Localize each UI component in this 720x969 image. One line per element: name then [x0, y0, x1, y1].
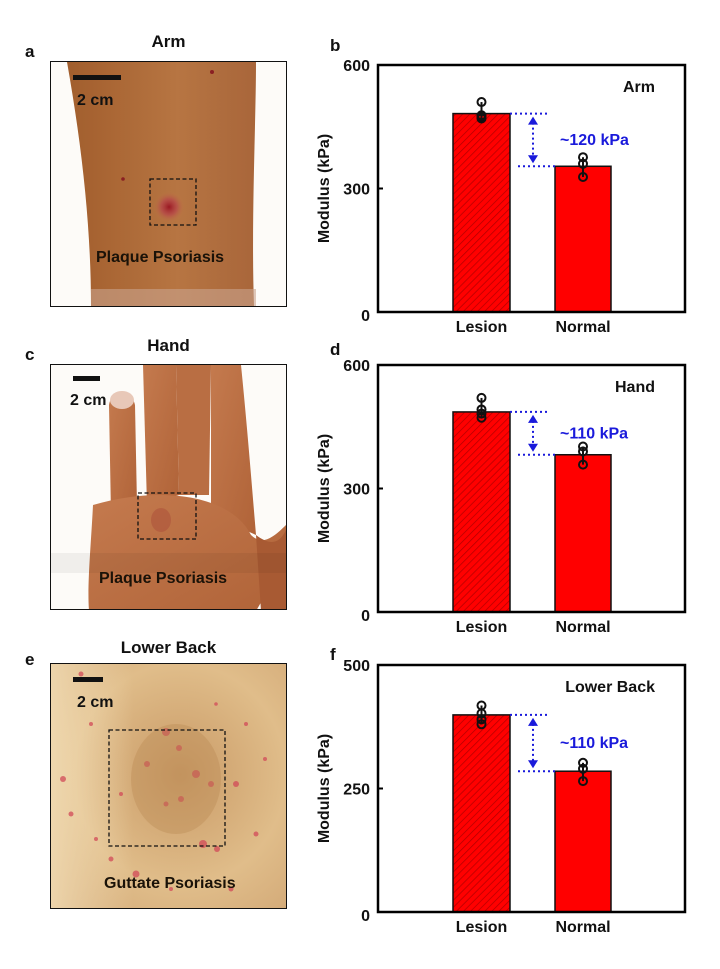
bar-lesion — [452, 714, 511, 913]
y-tick-label: 0 — [361, 908, 370, 925]
arrow-up-icon — [528, 414, 538, 423]
bar-lesion — [452, 411, 511, 613]
photo-lower-back: 2 cm Guttate Psoriasis — [50, 663, 287, 909]
condition-label: Guttate Psoriasis — [104, 875, 236, 892]
data-point — [578, 441, 588, 452]
data-point — [578, 152, 588, 163]
plot-frame — [376, 663, 687, 914]
data-point — [476, 97, 487, 108]
scale-bar — [73, 376, 100, 381]
arrow-up-icon — [528, 116, 538, 125]
y-tick-label: 300 — [343, 482, 370, 499]
x-tick-label: Normal — [555, 919, 610, 936]
data-point — [476, 412, 487, 423]
panel-letter-c: c — [25, 345, 35, 364]
chart-hand: Lesion Normal 0 300 600 Modulus (kPa) Hand ~110… — [316, 358, 687, 636]
data-point — [476, 719, 487, 730]
data-point — [476, 408, 487, 419]
chart-title: Lower Back — [565, 679, 655, 696]
x-tick-label: Lesion — [456, 919, 508, 936]
chart-title: Arm — [623, 79, 655, 96]
y-tick-label: 600 — [343, 58, 370, 75]
panel-letter-a: a — [25, 42, 35, 61]
bar-normal — [554, 453, 612, 613]
difference-annotation: ~120 kPa — [560, 132, 629, 149]
x-tick-label: Lesion — [456, 619, 508, 636]
photo-arm: 2 cm Plaque Psoriasis — [50, 61, 287, 307]
arm-image: 2 cm Plaque Psoriasis — [51, 62, 286, 306]
y-tick-label: 0 — [361, 308, 370, 325]
data-point — [476, 113, 487, 124]
arrow-up-icon — [528, 717, 538, 726]
x-tick-label: Normal — [555, 619, 610, 636]
x-tick-label: Normal — [555, 319, 610, 336]
hand-image: 2 cm Plaque Psoriasis — [51, 365, 286, 609]
data-point — [578, 158, 588, 169]
y-tick-label: 0 — [361, 608, 370, 625]
scale-bar — [73, 677, 103, 682]
data-point — [476, 708, 487, 719]
y-axis-label: Modulus (kPa) — [316, 134, 333, 243]
chart-title: Hand — [615, 379, 655, 396]
x-tick-label: Lesion — [456, 319, 508, 336]
panel-letter-f: f — [330, 645, 336, 664]
data-point — [578, 446, 588, 457]
bar-normal — [554, 165, 612, 313]
arrow-down-icon — [528, 155, 538, 164]
condition-label: Plaque Psoriasis — [96, 249, 224, 266]
data-point — [578, 459, 588, 470]
chart-lower-back: Lesion Normal 0 250 500 Modulus (kPa) Lower Ba… — [316, 658, 687, 936]
photo-hand: 2 cm Plaque Psoriasis — [50, 364, 287, 610]
bar-normal — [554, 770, 612, 913]
y-axis-label: Modulus (kPa) — [316, 734, 333, 843]
y-tick-label: 300 — [343, 182, 370, 199]
y-axis-label: Modulus (kPa) — [316, 434, 333, 543]
y-tick-label: 600 — [343, 358, 370, 375]
data-point — [476, 714, 487, 725]
plot-frame — [376, 363, 687, 614]
data-point — [476, 392, 487, 403]
data-point — [578, 171, 588, 182]
y-tick-label: 250 — [343, 782, 370, 799]
condition-label: Plaque Psoriasis — [99, 570, 227, 587]
y-tick-label: 500 — [343, 658, 370, 675]
scale-bar-label: 2 cm — [70, 392, 106, 409]
lesion-roi-box — [108, 729, 226, 847]
photo-title-hand: Hand — [147, 336, 190, 355]
scale-bar-label: 2 cm — [77, 92, 113, 109]
difference-annotation: ~110 kPa — [560, 425, 628, 442]
arrow-down-icon — [528, 443, 538, 452]
scale-bar-label: 2 cm — [77, 694, 113, 711]
panel-letter-e: e — [25, 650, 35, 669]
data-point — [578, 757, 588, 768]
scale-bar — [73, 75, 121, 80]
photo-title-arm: Arm — [151, 32, 186, 51]
plot-frame — [376, 63, 687, 314]
lesion-roi-box — [149, 178, 197, 226]
chart-arm: Lesion Normal 0 300 600 Modulus (kPa) Arm ~120 … — [316, 58, 687, 336]
data-point — [578, 763, 588, 774]
lesion-roi-box — [137, 492, 197, 540]
data-point — [578, 776, 588, 787]
lower-back-image: 2 cm Guttate Psoriasis — [51, 664, 286, 908]
arrow-down-icon — [528, 760, 538, 769]
difference-annotation: ~110 kPa — [560, 735, 628, 752]
bar-lesion — [452, 112, 511, 313]
panel-letter-d: d — [330, 340, 341, 359]
panel-letter-b: b — [330, 36, 341, 55]
photo-title-lower-back: Lower Back — [120, 638, 217, 657]
